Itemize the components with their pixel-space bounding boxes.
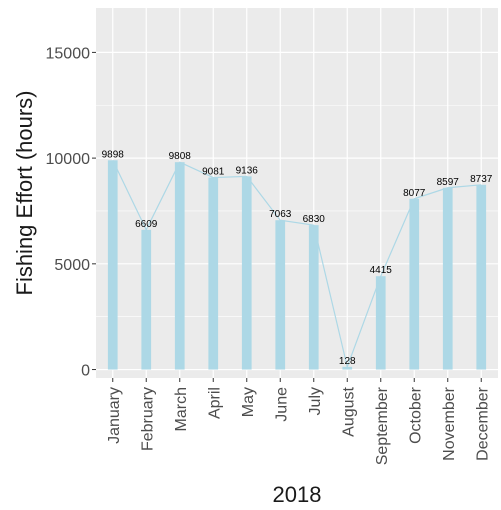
- x-tick-label-july: July: [307, 387, 324, 415]
- y-axis: 0 5000 10000 15000: [46, 45, 96, 380]
- data-label-january: 9898: [102, 149, 125, 160]
- bar-november: [442, 187, 453, 370]
- data-label-september: 4415: [370, 265, 393, 276]
- data-label-february: 6609: [135, 219, 158, 230]
- bar-july: [308, 225, 319, 370]
- x-tick-label-january: January: [106, 387, 123, 444]
- data-label-october: 8077: [403, 188, 426, 199]
- y-tick-label: 5000: [54, 257, 90, 274]
- bar-march: [174, 162, 185, 370]
- y-tick-label: 15000: [46, 45, 91, 62]
- bar-june: [275, 220, 286, 370]
- plot-panel: [96, 8, 498, 378]
- y-tick-label: 0: [81, 363, 90, 380]
- data-label-december: 8737: [470, 174, 493, 185]
- data-label-march: 9808: [169, 151, 192, 162]
- x-tick-label-september: September: [374, 386, 391, 465]
- x-tick-label-october: October: [407, 386, 424, 444]
- data-label-november: 8597: [437, 177, 460, 188]
- x-tick-label-march: March: [173, 387, 190, 431]
- bars: [107, 160, 487, 370]
- bar-january: [107, 160, 118, 370]
- bar-september: [375, 276, 386, 370]
- bar-april: [208, 177, 219, 370]
- x-tick-label-november: November: [441, 386, 458, 460]
- x-axis-title: 2018: [273, 482, 322, 507]
- x-tick-label-february: February: [139, 387, 156, 451]
- bar-december: [476, 184, 487, 370]
- x-tick-label-may: May: [240, 387, 257, 417]
- bar-october: [409, 198, 420, 370]
- data-label-april: 9081: [202, 167, 225, 178]
- y-tick-label: 10000: [46, 151, 91, 168]
- bar-may: [241, 176, 252, 370]
- x-tick-label-april: April: [206, 387, 223, 419]
- x-axis: January February March April May June July Augu…: [106, 378, 491, 465]
- y-axis-title: Fishing Effort (hours): [12, 90, 37, 295]
- data-label-august: 128: [339, 356, 356, 367]
- x-tick-label-june: June: [273, 387, 290, 422]
- data-labels: 9898 6609 9808 9081 9136 7063 6830 128 4415 8077 8…: [102, 149, 493, 367]
- x-tick-label-august: August: [340, 386, 357, 436]
- data-label-may: 9136: [236, 165, 259, 176]
- x-tick-label-december: December: [474, 386, 491, 460]
- data-label-july: 6830: [303, 214, 326, 225]
- data-label-june: 7063: [269, 209, 292, 220]
- trend-line: [112, 160, 482, 369]
- bar-february: [141, 229, 152, 370]
